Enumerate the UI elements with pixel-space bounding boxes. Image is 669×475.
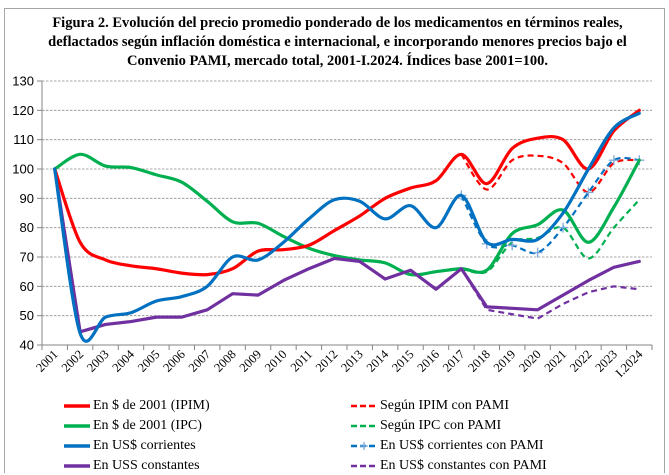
x-tick-label: 2002 (59, 347, 87, 375)
x-tick-label: 2020 (516, 347, 544, 375)
y-tick-label: 100 (12, 162, 34, 177)
legend-item-en-de-2001-ipim: En $ de 2001 (IPIM) (63, 398, 210, 414)
x-tick-label: 2003 (84, 347, 112, 375)
y-tick-label: 80 (20, 220, 34, 235)
legend-swatch (351, 442, 377, 450)
y-axis: 40 50 60 70 80 90 100 110 120 130 (12, 74, 43, 353)
legend-label: En US$ constantes con PAMI (380, 458, 547, 473)
x-tick-label: I.2024 (613, 347, 646, 380)
chart-frame (4, 8, 665, 473)
data-point-marker (583, 187, 594, 198)
x-tick-label: 2006 (160, 347, 188, 375)
legend-swatch (351, 424, 377, 428)
x-tick-label: 2010 (262, 347, 290, 375)
legend-item-seg-n-ipim-con-pami: Según IPIM con PAMI (350, 398, 509, 414)
legend-item-en-us-corrientes: En US$ corrientes (63, 438, 196, 454)
y-tick-label: 120 (12, 103, 34, 118)
series-line-seg-n-ipim-con-pami (460, 153, 640, 194)
x-tick-label: 2011 (288, 347, 315, 374)
y-tick-label: 60 (20, 279, 34, 294)
x-tick-label: 2016 (415, 347, 443, 375)
legend-item-seg-n-ipc-con-pami: Según IPC con PAMI (350, 418, 501, 434)
x-tick-label: 2012 (313, 347, 341, 375)
chart-title-line-3: Convenio PAMI, mercado total, 2001-I.202… (127, 53, 548, 69)
legend-item-en-us-constantes-con-pami: En US$ constantes con PAMI (350, 458, 547, 474)
y-tick-label: 50 (20, 308, 34, 323)
legend-swatch (351, 464, 377, 468)
data-point-marker (507, 240, 518, 251)
x-tick-label: 2014 (364, 347, 392, 375)
legend-item-en-de-2001-ipc: En $ de 2001 (IPC) (63, 418, 202, 434)
legend-swatch (64, 404, 90, 408)
legend-item-en-uss-constantes: En USS constantes (63, 458, 200, 474)
series-line-en-uss-constantes (53, 167, 641, 334)
x-tick-label: 2018 (465, 347, 493, 375)
x-tick-label: 2017 (440, 347, 468, 375)
x-tick-label: 2022 (567, 347, 595, 375)
x-tick-label: 2013 (338, 347, 366, 375)
x-tick-label: 2007 (186, 347, 214, 375)
legend-swatch (64, 464, 90, 468)
series-line-en-us-constantes-con-pami (460, 268, 640, 320)
x-tick-label: 2001 (33, 347, 61, 375)
x-tick-label: 2015 (389, 347, 417, 375)
legend-label: En US$ corrientes con PAMI (380, 438, 544, 453)
series-lines (53, 108, 645, 343)
series-line-en-de-2001-ipc (53, 152, 641, 277)
chart-title-line-1: Figura 2. Evolución del precio promedio … (52, 15, 623, 31)
series-line-en-us-corrientes (53, 111, 641, 343)
legend-label: Según IPC con PAMI (380, 418, 502, 433)
legend-label: En $ de 2001 (IPC) (93, 418, 202, 433)
data-point-marker (558, 222, 569, 233)
legend-label: En USS constantes (93, 458, 200, 473)
data-point-marker (608, 155, 619, 166)
legend-label: Según IPIM con PAMI (380, 398, 509, 413)
chart-title-line-2: deflactados según inflación doméstica e … (48, 34, 627, 50)
legend-swatch (351, 404, 377, 408)
y-tick-label: 70 (20, 250, 34, 265)
series-line-en-de-2001-ipim (53, 108, 641, 277)
y-tick-label: 40 (20, 338, 34, 353)
series-line-en-us-corrientes-con-pami (460, 156, 640, 255)
x-axis: 2001200220032004200520062007200820092010… (33, 344, 653, 380)
legend-swatch (64, 444, 90, 448)
y-tick-label: 90 (20, 191, 34, 206)
x-tick-label: 2008 (211, 347, 239, 375)
y-tick-label: 130 (12, 74, 34, 89)
x-tick-label: 2005 (135, 347, 163, 375)
x-tick-label: 2021 (542, 347, 570, 375)
x-tick-label: 2004 (110, 347, 138, 375)
x-tick-label: 2009 (237, 347, 265, 375)
x-tick-label: 2019 (491, 347, 519, 375)
legend-item-en-us-corrientes-con-pami: En US$ corrientes con PAMI (350, 438, 544, 454)
y-tick-label: 110 (13, 132, 34, 147)
legend-label: En US$ corrientes (93, 438, 196, 453)
data-point-marker (532, 247, 543, 258)
chart-title: Figura 2. Evolución del precio promedio … (10, 14, 665, 71)
legend-label: En $ de 2001 (IPIM) (93, 398, 210, 413)
legend-swatch (64, 424, 90, 428)
